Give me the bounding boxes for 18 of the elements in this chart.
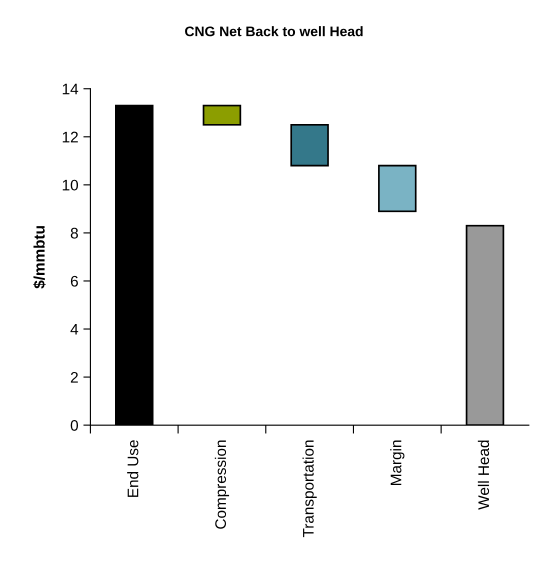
y-tick-label: 4	[70, 324, 78, 335]
bar	[290, 124, 329, 166]
y-axis-title: $/mmbtu	[33, 226, 46, 289]
bar	[378, 164, 417, 212]
y-tick-label: 8	[70, 228, 78, 239]
y-tick-label: 2	[70, 372, 78, 383]
x-tick-label: Margin	[390, 440, 404, 485]
x-tick-label: Well Head	[478, 440, 490, 510]
y-tick-label: 14	[62, 84, 78, 94]
y-tick-label: 12	[62, 132, 78, 142]
y-tick-label: 10	[62, 180, 78, 191]
bar	[202, 104, 242, 126]
x-tick-label: End Use	[127, 440, 138, 497]
chart-title: CNG Net Back to well Head	[185, 26, 363, 36]
x-tick-label: Transportation	[302, 440, 317, 538]
y-tick-label: 0	[70, 420, 78, 431]
y-tick-label: 6	[70, 276, 78, 287]
x-tick-label: Compression	[214, 440, 230, 529]
